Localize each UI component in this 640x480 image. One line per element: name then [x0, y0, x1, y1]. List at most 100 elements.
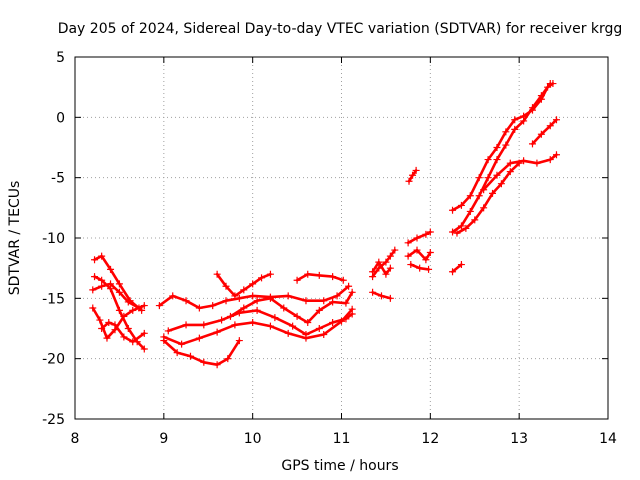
data-point: [140, 329, 148, 337]
data-point: [502, 141, 510, 149]
data-point: [96, 316, 104, 324]
data-point: [140, 345, 148, 353]
data-point: [449, 206, 457, 214]
data-point: [449, 268, 457, 276]
data-point: [466, 207, 474, 215]
data-point: [304, 270, 312, 278]
data-point: [457, 201, 465, 209]
data-point: [200, 321, 208, 329]
series-track-14: [369, 258, 394, 278]
data-point: [409, 171, 417, 179]
data-point: [209, 302, 217, 310]
series-line: [406, 248, 432, 261]
data-point: [339, 276, 347, 284]
data-point: [200, 358, 208, 366]
data-point: [249, 292, 257, 300]
series-track-11: [226, 288, 356, 326]
data-point: [98, 325, 106, 332]
x-tick-label: 12: [421, 431, 439, 447]
series-track-20: [449, 80, 557, 214]
data-point: [235, 294, 243, 302]
data-point: [348, 288, 356, 296]
series-line: [451, 82, 552, 234]
data-point: [91, 273, 99, 281]
data-point: [471, 216, 479, 224]
data-point: [266, 294, 274, 302]
series-track-5: [98, 318, 148, 346]
data-point: [98, 252, 106, 260]
data-point: [195, 334, 203, 342]
data-point: [502, 128, 510, 136]
data-point: [404, 252, 412, 260]
data-point: [89, 286, 97, 294]
data-point: [169, 292, 177, 300]
data-point: [164, 327, 172, 335]
data-point: [382, 258, 390, 266]
data-point: [348, 305, 356, 313]
data-point: [480, 204, 488, 212]
data-point: [382, 270, 390, 278]
data-point: [475, 192, 483, 200]
data-point: [338, 317, 345, 325]
data-point: [329, 318, 337, 326]
data-point: [493, 171, 501, 179]
data-point: [120, 333, 128, 341]
series-line: [158, 285, 350, 310]
data-point: [155, 302, 163, 310]
series-line: [91, 282, 141, 310]
y-tick-label: -20: [42, 352, 65, 368]
data-point: [345, 282, 353, 290]
series-track-18: [404, 246, 434, 264]
data-point: [484, 174, 492, 182]
data-point: [453, 229, 461, 237]
data-point: [89, 304, 97, 312]
data-point: [413, 246, 421, 254]
x-tick-label: 9: [159, 431, 168, 447]
data-point: [107, 280, 115, 288]
data-point: [457, 222, 465, 230]
x-tick-label: 8: [71, 431, 80, 447]
series-group: [89, 80, 560, 369]
data-point: [546, 80, 554, 88]
series-track-25: [449, 261, 465, 276]
data-point: [404, 239, 412, 247]
series-track-23: [480, 151, 560, 194]
data-point: [457, 261, 465, 269]
data-point: [484, 156, 492, 164]
data-point: [266, 270, 274, 278]
series-track-4: [89, 302, 148, 342]
data-point: [304, 318, 312, 326]
data-point: [271, 314, 279, 322]
y-tick-label: 5: [56, 50, 65, 66]
data-point: [520, 157, 528, 165]
y-tick-label: -25: [42, 412, 65, 428]
series-track-19: [407, 261, 433, 273]
series-line: [406, 230, 432, 245]
data-point: [173, 349, 181, 357]
series-line: [100, 321, 146, 344]
data-point: [266, 322, 274, 330]
series-track-16: [405, 166, 420, 185]
data-point: [386, 294, 394, 302]
data-point: [186, 352, 194, 360]
data-point: [218, 316, 226, 324]
data-point: [416, 264, 424, 272]
data-point: [182, 321, 190, 329]
data-point: [528, 140, 536, 148]
data-point: [315, 271, 323, 279]
data-point: [329, 273, 337, 281]
data-point: [537, 92, 545, 100]
data-point: [115, 288, 123, 296]
data-point: [115, 280, 123, 288]
data-point: [253, 297, 261, 305]
data-point: [493, 156, 501, 164]
data-point: [369, 288, 377, 296]
data-point: [412, 166, 420, 174]
series-track-21: [449, 80, 554, 236]
data-point: [320, 297, 328, 305]
data-point: [520, 117, 528, 125]
chart-title: Day 205 of 2024, Sidereal Day-to-day VTE…: [58, 21, 623, 37]
data-point: [480, 186, 488, 194]
data-point: [91, 256, 99, 264]
data-point: [280, 304, 288, 312]
